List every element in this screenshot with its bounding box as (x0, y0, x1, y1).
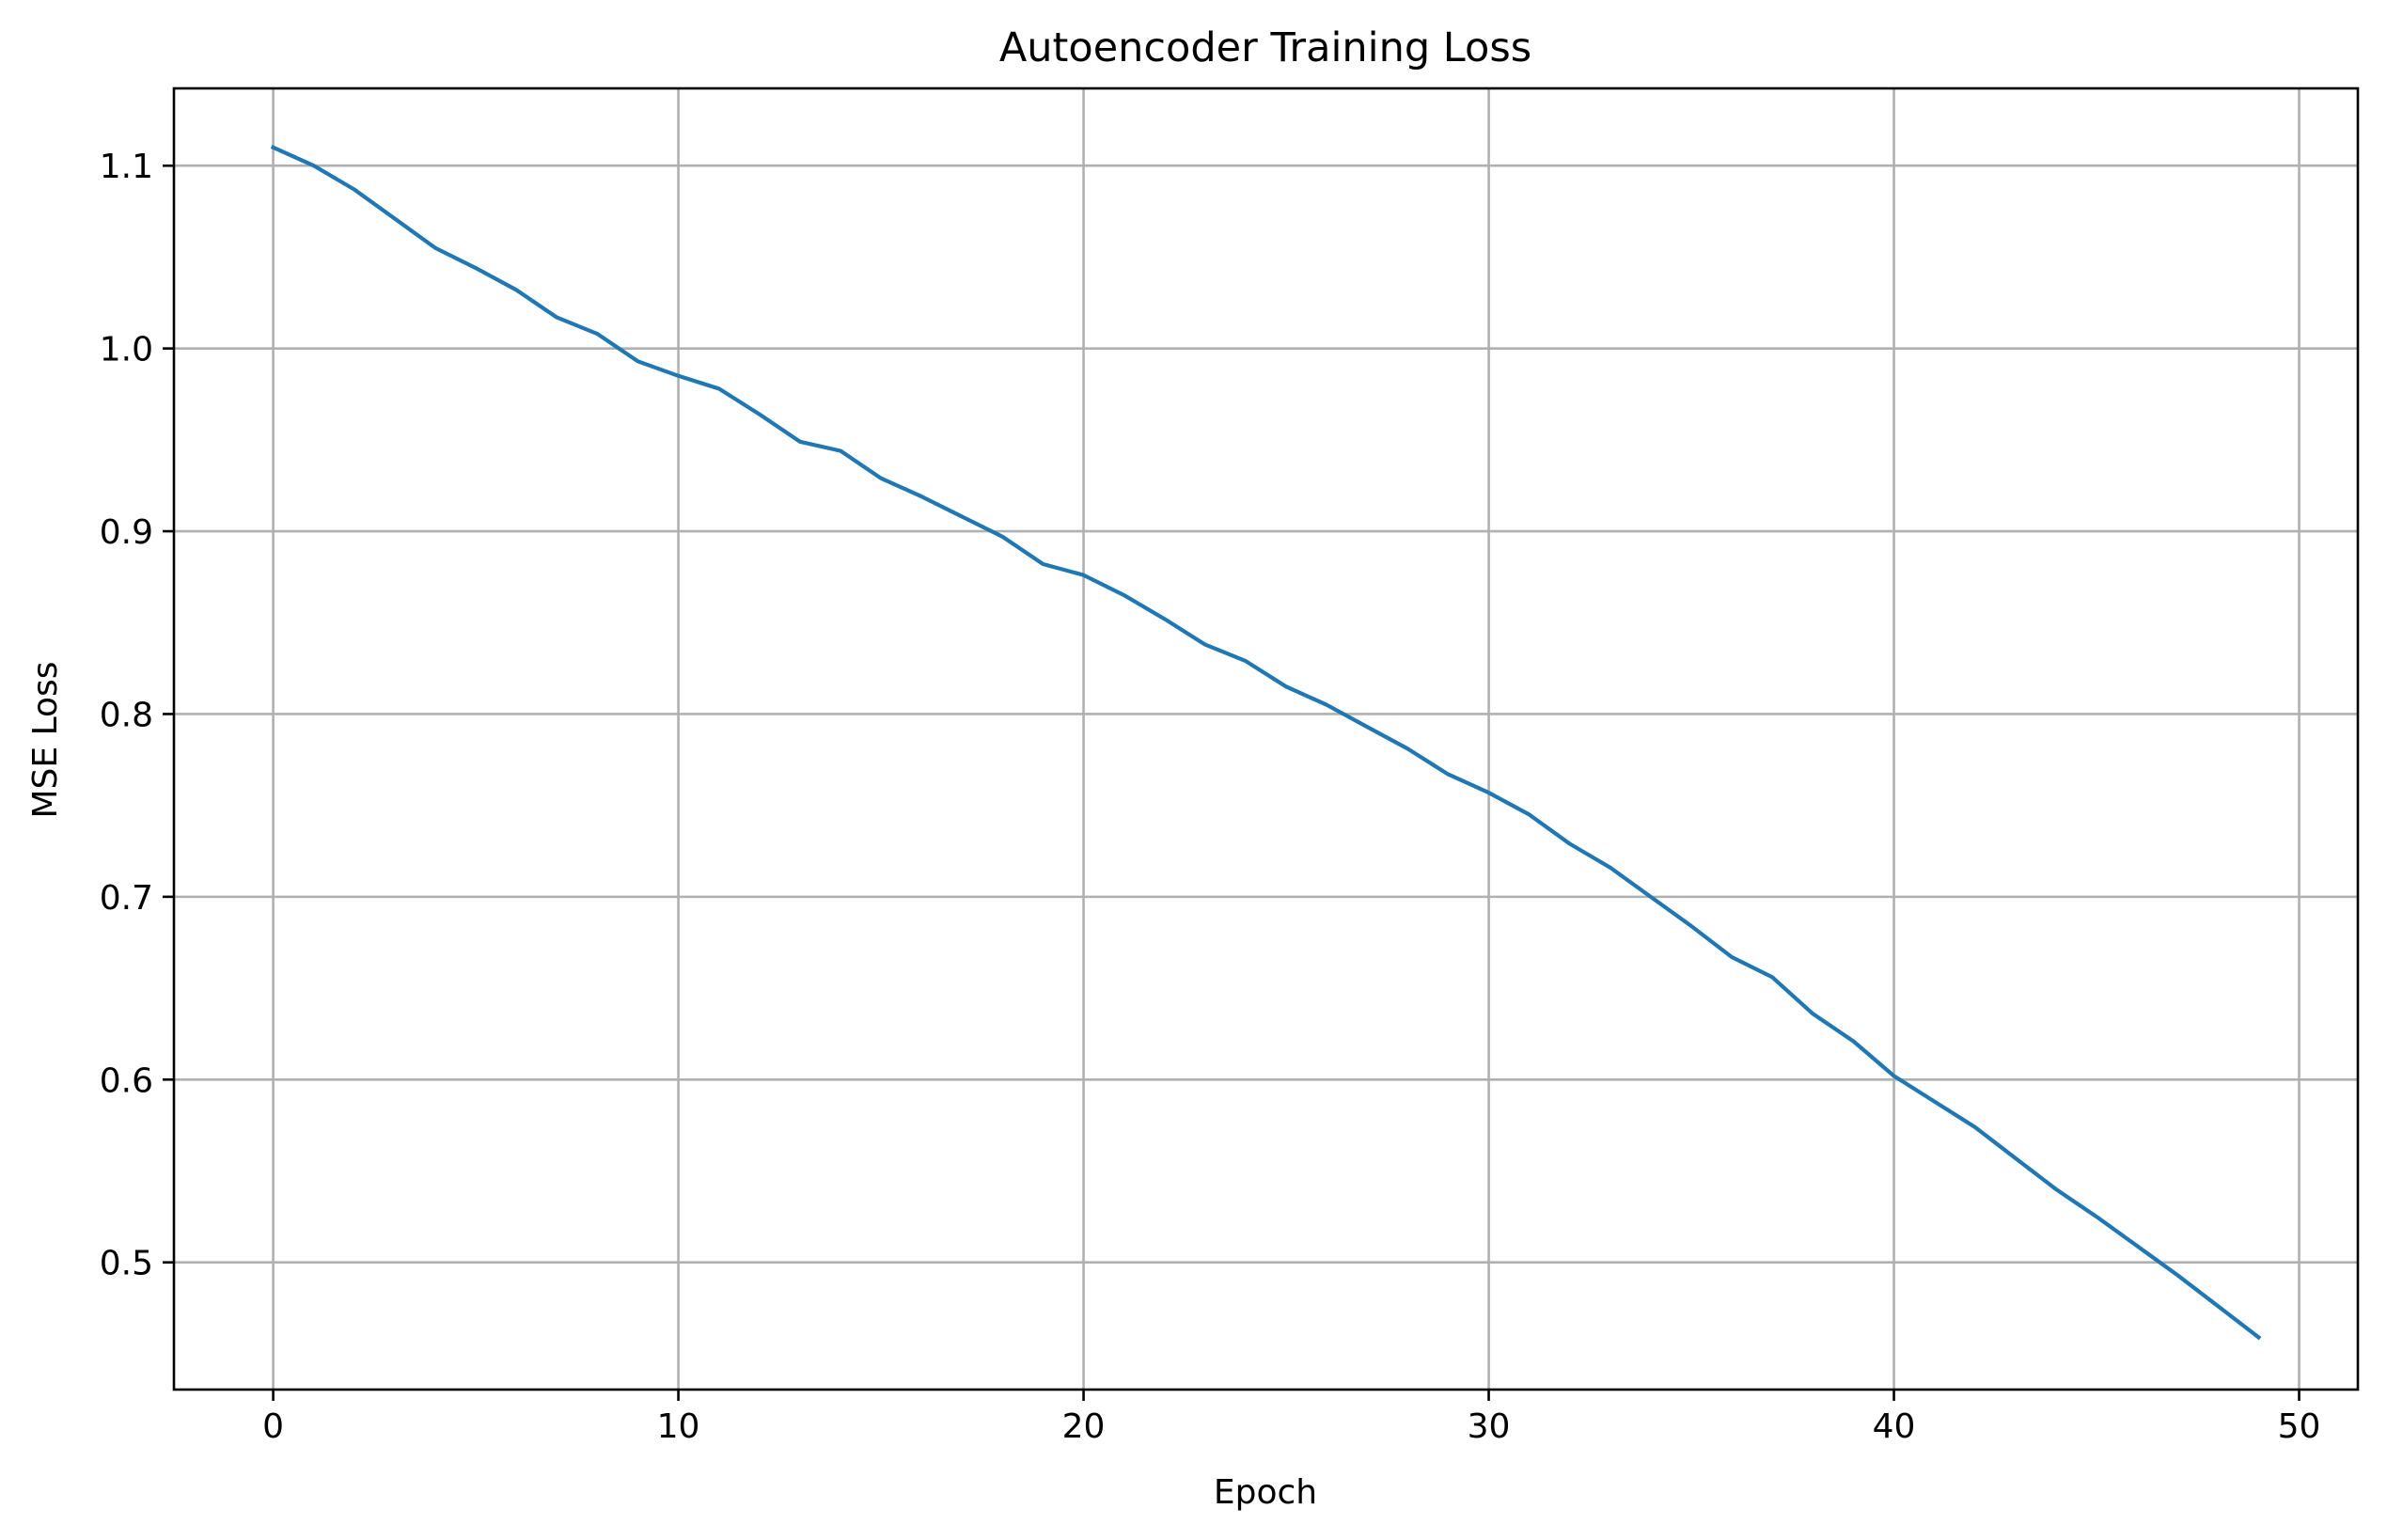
x-tick-label: 0 (262, 1407, 284, 1446)
chart-title: Autoencoder Training Loss (999, 24, 1531, 71)
grid-lines (174, 88, 2358, 1390)
y-tick-label: 0.5 (100, 1245, 153, 1283)
x-tick-label: 40 (1873, 1407, 1916, 1446)
loss-series-line (270, 145, 2262, 1341)
x-tick-label: 30 (1468, 1407, 1511, 1446)
y-tick-label: 0.6 (100, 1061, 153, 1100)
y-tick-label: 1.0 (100, 331, 153, 369)
y-tick-label: 0.9 (100, 513, 153, 552)
series-layer (270, 145, 2262, 1341)
x-tick-label: 50 (2278, 1407, 2321, 1446)
x-tick-label: 20 (1062, 1407, 1106, 1446)
y-tick-label: 0.7 (100, 879, 153, 918)
x-axis-label: Epoch (1214, 1473, 1317, 1512)
y-axis-label: MSE Loss (26, 661, 65, 818)
y-tick-label: 0.8 (100, 696, 153, 734)
axis-ticks: 0 10 20 30 40 50 0.5 0.6 0.7 0.8 0.9 1.0 1.1 (100, 148, 2321, 1446)
x-tick-label: 10 (657, 1407, 700, 1446)
plot-area-frame (172, 86, 2360, 1391)
y-tick-label: 1.1 (100, 148, 153, 186)
